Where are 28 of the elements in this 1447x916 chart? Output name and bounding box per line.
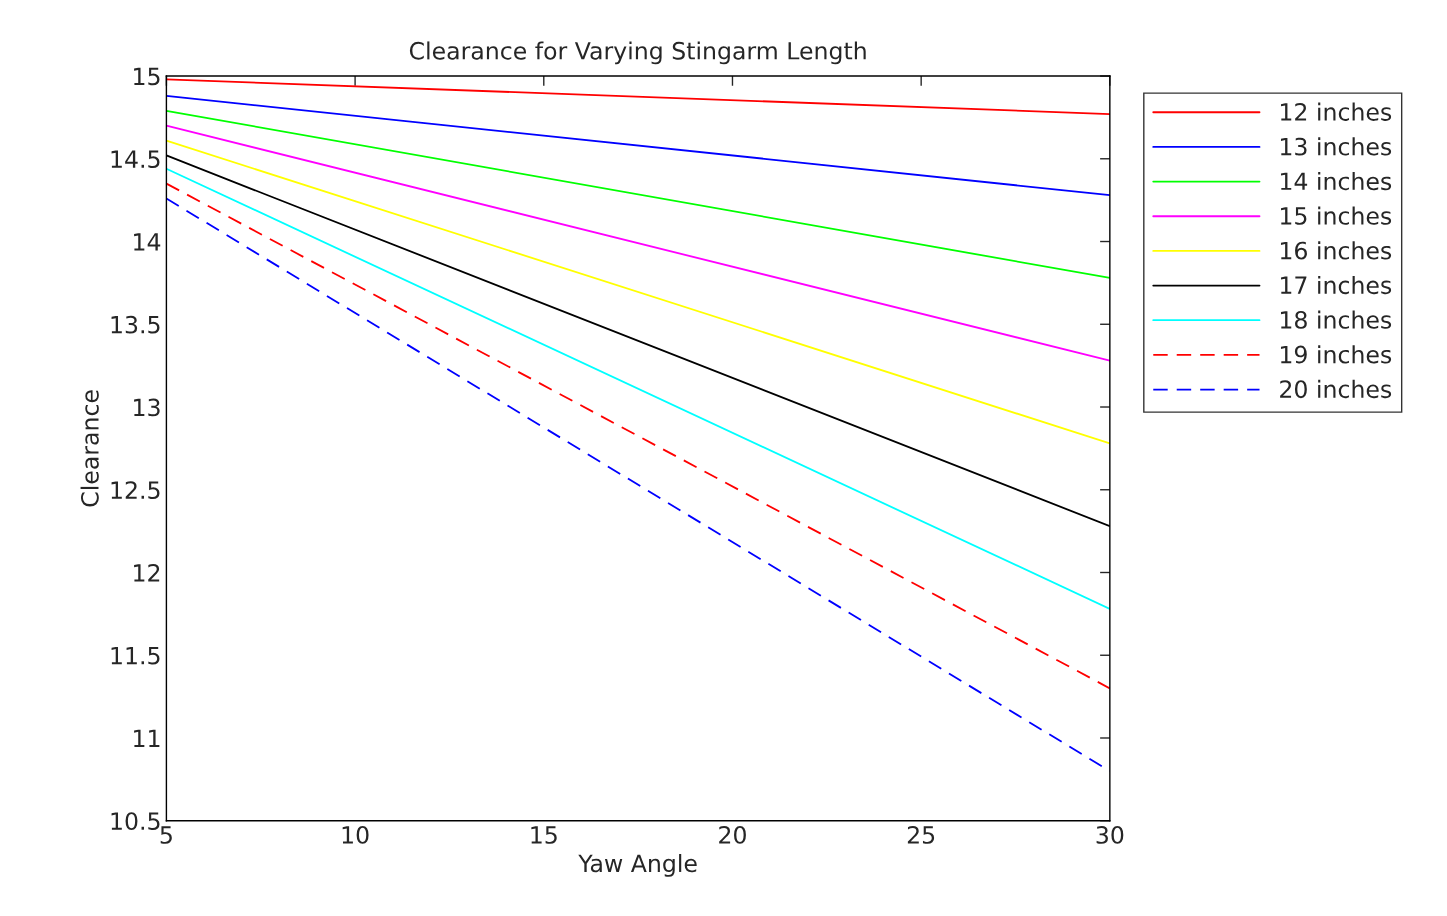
legend-label: 12 inches <box>1280 102 1392 121</box>
y-tick-label: 12 <box>134 563 160 582</box>
y-tick-label: 13.5 <box>111 315 160 334</box>
y-tick-label: 13 <box>134 398 160 417</box>
legend-label: 19 inches <box>1280 345 1392 364</box>
chart-title: Clearance for Varying Stingarm Length <box>409 41 866 65</box>
legend-label: 16 inches <box>1280 241 1392 260</box>
y-tick-label: 14.5 <box>111 150 160 169</box>
x-tick-label: 5 <box>160 826 172 844</box>
legend-label: 13 inches <box>1280 137 1392 156</box>
y-tick-label: 11.5 <box>111 647 160 665</box>
y-tick-label: 14 <box>134 233 161 251</box>
y-axis-title: Clearance <box>80 390 99 507</box>
x-tick-label: 20 <box>719 826 746 844</box>
y-tick-label: 11 <box>134 729 160 747</box>
y-tick-label: 10.5 <box>111 812 160 831</box>
legend-label: 20 inches <box>1280 379 1392 399</box>
legend-label: 18 inches <box>1280 310 1392 329</box>
legend-label: 14 inches <box>1280 171 1392 191</box>
x-tick-label: 30 <box>1096 826 1124 844</box>
y-tick-label: 12.5 <box>111 481 160 500</box>
x-tick-label: 15 <box>531 826 557 844</box>
x-axis-title: Yaw Angle <box>578 854 697 877</box>
x-tick-label: 10 <box>342 826 369 844</box>
legend-label: 15 inches <box>1280 206 1392 225</box>
y-tick-label: 15 <box>134 67 160 86</box>
x-tick-label: 25 <box>907 826 935 844</box>
legend-label: 17 inches <box>1280 275 1392 295</box>
